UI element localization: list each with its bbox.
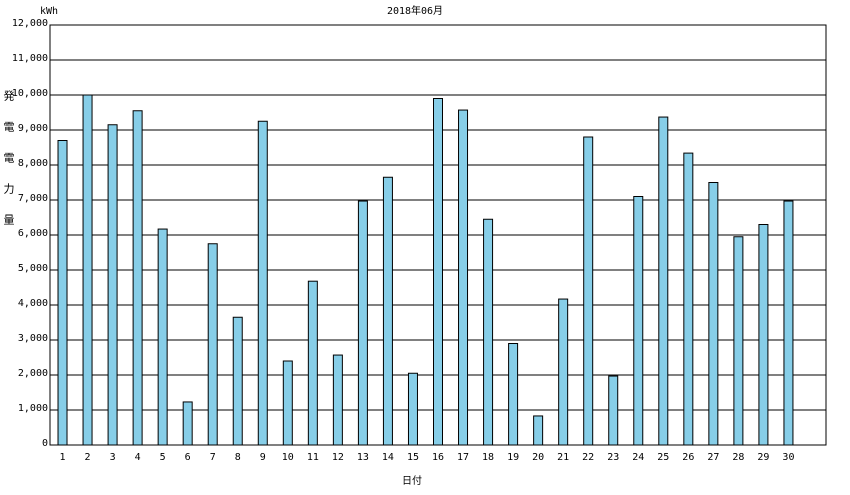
bar xyxy=(783,200,794,446)
x-tick-label: 1 xyxy=(60,452,66,463)
bar xyxy=(382,176,393,446)
x-tick-label: 5 xyxy=(160,452,166,463)
x-tick-label: 24 xyxy=(632,452,644,463)
x-tick-label: 9 xyxy=(260,452,266,463)
x-tick-label: 6 xyxy=(185,452,191,463)
x-tick-label: 30 xyxy=(782,452,794,463)
x-tick-label: 22 xyxy=(582,452,594,463)
y-tick-label: 11,000 xyxy=(12,53,48,64)
bar xyxy=(257,120,268,446)
bar xyxy=(658,116,669,446)
bar xyxy=(608,375,619,446)
y-tick-label: 1,000 xyxy=(18,403,48,414)
bar xyxy=(508,343,519,446)
unit-label: kWh xyxy=(40,6,58,17)
y-tick-label: 6,000 xyxy=(18,228,48,239)
bar xyxy=(282,360,293,446)
bar xyxy=(433,98,443,446)
x-tick-label: 19 xyxy=(507,452,519,463)
x-tick-label: 28 xyxy=(732,452,744,463)
bar xyxy=(407,372,418,446)
y-tick-label: 0 xyxy=(42,438,48,449)
x-tick-label: 20 xyxy=(532,452,544,463)
x-tick-label: 12 xyxy=(332,452,344,463)
x-tick-label: 2 xyxy=(85,452,91,463)
x-tick-label: 14 xyxy=(382,452,394,463)
bar xyxy=(107,124,118,446)
x-tick-label: 15 xyxy=(407,452,419,463)
bar xyxy=(357,200,368,446)
x-tick-label: 29 xyxy=(757,452,769,463)
y-tick-label: 8,000 xyxy=(18,158,48,169)
y-tick-label: 4,000 xyxy=(18,298,48,309)
x-tick-label: 18 xyxy=(482,452,494,463)
bar xyxy=(683,152,694,446)
bar xyxy=(332,354,343,446)
bar xyxy=(57,140,68,446)
y-axis-label: 発電電力量 xyxy=(2,89,15,245)
bar xyxy=(182,401,193,446)
y-tick-label: 3,000 xyxy=(18,333,48,344)
bar xyxy=(132,110,143,446)
bar xyxy=(558,298,569,446)
x-tick-label: 16 xyxy=(432,452,444,463)
bar xyxy=(533,415,544,446)
x-tick-label: 17 xyxy=(457,452,469,463)
y-tick-label: 12,000 xyxy=(12,18,48,29)
x-tick-label: 7 xyxy=(210,452,216,463)
bar xyxy=(307,280,318,446)
x-tick-label: 21 xyxy=(557,452,569,463)
x-tick-label: 10 xyxy=(282,452,294,463)
bar xyxy=(157,228,168,446)
bar xyxy=(483,218,494,446)
x-tick-label: 3 xyxy=(110,452,116,463)
x-tick-label: 23 xyxy=(607,452,619,463)
y-tick-label: 5,000 xyxy=(18,263,48,274)
x-tick-label: 4 xyxy=(135,452,141,463)
y-tick-label: 10,000 xyxy=(12,88,48,99)
x-tick-label: 25 xyxy=(657,452,669,463)
bar xyxy=(708,182,719,446)
x-tick-label: 27 xyxy=(707,452,719,463)
bar xyxy=(207,243,218,446)
bar xyxy=(733,236,744,446)
x-tick-label: 13 xyxy=(357,452,369,463)
bar xyxy=(633,196,644,446)
bar xyxy=(758,224,769,446)
bar xyxy=(232,316,243,446)
y-tick-label: 9,000 xyxy=(18,123,48,134)
x-axis-label: 日付 xyxy=(402,474,422,487)
x-tick-label: 11 xyxy=(307,452,319,463)
bar xyxy=(583,136,594,446)
x-tick-label: 8 xyxy=(235,452,241,463)
x-tick-label: 26 xyxy=(682,452,694,463)
y-tick-label: 7,000 xyxy=(18,193,48,204)
chart-title: 2018年06月 xyxy=(387,4,443,17)
bar xyxy=(82,94,93,446)
y-tick-label: 2,000 xyxy=(18,368,48,379)
bar xyxy=(458,109,469,446)
